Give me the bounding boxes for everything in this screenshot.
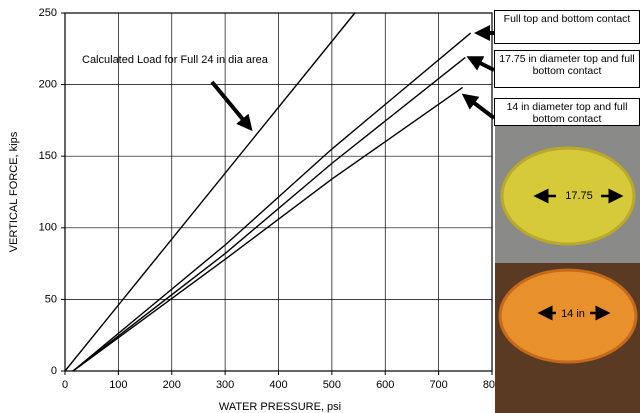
x-tick-label: 400: [269, 379, 287, 391]
photo-disk: [498, 268, 638, 364]
y-tick-label: 50: [45, 293, 57, 305]
arrow: [461, 93, 496, 120]
y-tick-label: 0: [51, 365, 57, 377]
x-tick-label: 100: [109, 379, 127, 391]
arrow: [210, 80, 253, 132]
x-tick-label: 200: [163, 379, 181, 391]
arrow: [466, 56, 495, 72]
series-line: [72, 56, 466, 372]
series-line: [64, 12, 356, 372]
x-tick-label: 300: [216, 379, 234, 391]
y-axis-label: VERTICAL FORCE, kips: [8, 131, 20, 252]
x-tick-label: 500: [323, 379, 341, 391]
x-tick-label: 600: [376, 379, 394, 391]
legend-entry: 14 in diameter top and full bottom conta…: [494, 98, 640, 126]
legend-entry: Full top and bottom contact: [494, 10, 640, 44]
plot-frame: [64, 12, 493, 372]
y-tick-label: 250: [39, 7, 57, 19]
series-line: [72, 32, 472, 372]
x-tick-label: 700: [429, 379, 447, 391]
y-tick-label: 150: [39, 150, 57, 162]
photo-label: 14 in: [561, 308, 585, 320]
y-tick-label: 100: [39, 222, 57, 234]
photo-label: 17.75: [565, 190, 593, 202]
photo-disk: [500, 146, 636, 246]
x-axis-label: WATER PRESSURE, psi: [219, 401, 341, 413]
legend-entry: 17.75 in diameter top and full bottom co…: [494, 50, 640, 88]
annotation: Calculated Load for Full 24 in dia area: [82, 54, 268, 66]
x-tick-label: 0: [62, 379, 68, 391]
y-tick-label: 200: [39, 79, 57, 91]
series-line: [72, 86, 464, 372]
